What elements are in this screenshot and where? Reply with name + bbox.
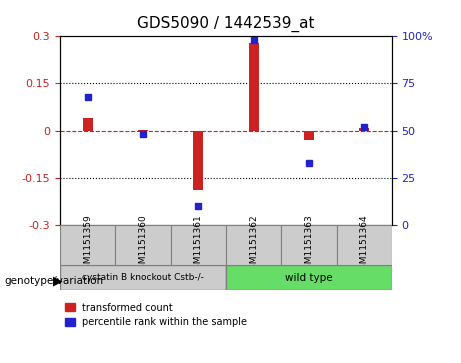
FancyBboxPatch shape bbox=[281, 225, 337, 265]
Text: GSM1151364: GSM1151364 bbox=[360, 215, 369, 276]
FancyBboxPatch shape bbox=[60, 265, 226, 290]
Text: GSM1151361: GSM1151361 bbox=[194, 215, 203, 276]
FancyBboxPatch shape bbox=[171, 225, 226, 265]
Bar bbox=[359, 127, 369, 131]
Text: cystatin B knockout Cstb-/-: cystatin B knockout Cstb-/- bbox=[82, 273, 204, 282]
Text: genotype/variation: genotype/variation bbox=[5, 276, 104, 286]
FancyBboxPatch shape bbox=[115, 225, 171, 265]
Bar bbox=[83, 118, 93, 131]
Text: ▶: ▶ bbox=[53, 275, 63, 288]
FancyBboxPatch shape bbox=[337, 225, 392, 265]
Text: GSM1151360: GSM1151360 bbox=[138, 215, 148, 276]
FancyBboxPatch shape bbox=[226, 225, 281, 265]
Text: wild type: wild type bbox=[285, 273, 333, 283]
Text: GSM1151362: GSM1151362 bbox=[249, 215, 258, 276]
Bar bbox=[248, 42, 259, 131]
Text: GSM1151363: GSM1151363 bbox=[304, 215, 313, 276]
Text: GSM1151359: GSM1151359 bbox=[83, 215, 92, 276]
FancyBboxPatch shape bbox=[226, 265, 392, 290]
Legend: transformed count, percentile rank within the sample: transformed count, percentile rank withi… bbox=[65, 302, 247, 327]
Title: GDS5090 / 1442539_at: GDS5090 / 1442539_at bbox=[137, 16, 315, 32]
Bar bbox=[193, 131, 203, 191]
Bar bbox=[138, 130, 148, 131]
FancyBboxPatch shape bbox=[60, 225, 115, 265]
Bar bbox=[304, 131, 314, 140]
